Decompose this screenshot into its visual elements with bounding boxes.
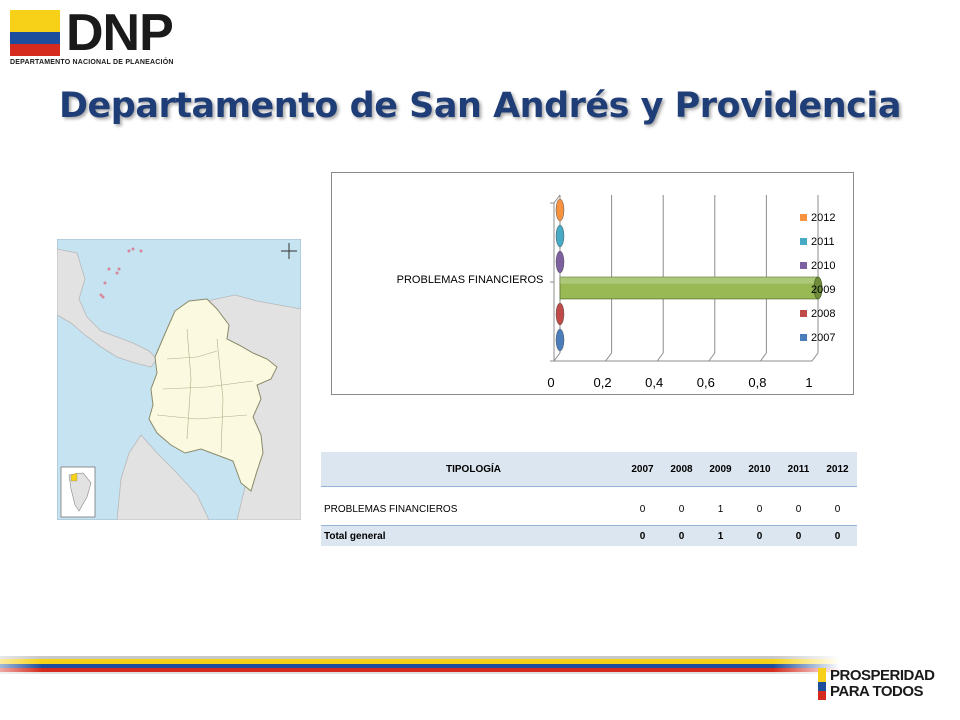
row-label: PROBLEMAS FINANCIEROS — [324, 503, 458, 515]
logo-subtitle: DEPARTAMENTO NACIONAL DE PLANEACIÓN — [10, 59, 174, 66]
table-cell: 0 — [678, 503, 685, 515]
footer-flag-stripes — [0, 656, 840, 676]
table-cell: 1 — [717, 503, 724, 515]
bar-zero-cap — [555, 224, 565, 248]
legend-swatch — [800, 334, 807, 341]
header-cell: TIPOLOGÍA — [321, 452, 623, 487]
legend-swatch — [800, 214, 807, 221]
axis-line — [553, 194, 561, 204]
floor-gridline — [759, 352, 767, 362]
total-row: Total general 0 0 1 0 0 0 — [321, 525, 857, 546]
floor-gridline — [605, 352, 613, 362]
legend-label: 2009 — [811, 284, 835, 296]
bar-highlight — [560, 277, 818, 284]
category-label: PROBLEMAS FINANCIEROS — [397, 274, 544, 286]
bar-cylinder-cap — [813, 276, 823, 300]
table-header-row: TIPOLOGÍA 2007 2008 2009 2010 2011 2012 — [321, 452, 857, 487]
bar-zero-cap — [555, 250, 565, 274]
footer-line-2: PARA TODOS — [830, 683, 924, 700]
floor-gridline — [553, 352, 561, 362]
dnp-logo: DNP DEPARTAMENTO NACIONAL DE PLANEACIÓN — [10, 4, 190, 68]
total-cell: 0 — [678, 530, 685, 542]
header-cell: 2011 — [779, 452, 818, 487]
flag-red-stripe — [818, 691, 826, 700]
total-label: Total general — [324, 530, 386, 542]
flag-red-stripe — [10, 44, 60, 56]
legend-swatch — [800, 310, 807, 317]
flag-blue-stripe — [818, 682, 826, 691]
total-cell: 0 — [834, 530, 841, 542]
legend-swatch — [800, 238, 807, 245]
legend-swatch — [800, 286, 807, 293]
logo-text: DNP — [66, 4, 174, 62]
table-spacer — [321, 487, 857, 500]
header-cell: 2007 — [623, 452, 662, 487]
legend-label: 2010 — [811, 260, 835, 272]
page-title: Departamento de San Andrés y Providencia — [59, 86, 901, 126]
bar-zero-cap — [555, 198, 565, 222]
header-cell: 2012 — [818, 452, 857, 487]
bar-zero-cap — [555, 302, 565, 326]
footer-line-1: PROSPERIDAD — [830, 667, 935, 684]
table-cell: 0 — [639, 503, 646, 515]
flag-yellow-stripe — [10, 10, 60, 32]
x-tick-label: 0,2 — [594, 375, 612, 390]
legend-label: 2012 — [811, 212, 835, 224]
total-cell: 0 — [795, 530, 802, 542]
header-cell: 2010 — [740, 452, 779, 487]
legend-label: 2007 — [811, 332, 835, 344]
header-cell: 2009 — [701, 452, 740, 487]
table-cell: 0 — [795, 503, 802, 515]
data-table: TIPOLOGÍA 2007 2008 2009 2010 2011 2012 … — [321, 452, 857, 546]
colombia-map-icon — [56, 238, 302, 521]
header-cell: 2008 — [662, 452, 701, 487]
table-row: PROBLEMAS FINANCIEROS 0 0 1 0 0 0 — [321, 499, 857, 519]
flag-blue-stripe — [10, 32, 60, 44]
x-tick-label: 0,6 — [697, 375, 715, 390]
legend-label: 2008 — [811, 308, 835, 320]
legend-swatch — [800, 262, 807, 269]
flag-yellow-stripe — [818, 668, 826, 682]
total-cell: 0 — [756, 530, 763, 542]
legend-label: 2011 — [811, 236, 835, 248]
prosperidad-logo: PROSPERIDAD PARA TODOS — [818, 668, 948, 702]
floor-gridline — [708, 352, 716, 362]
total-cell: 0 — [639, 530, 646, 542]
table-cell: 0 — [834, 503, 841, 515]
x-tick-label: 0,8 — [748, 375, 766, 390]
x-tick-label: 1 — [805, 375, 812, 390]
floor-gridline — [656, 352, 664, 362]
bar-zero-cap — [555, 328, 565, 352]
floor-gridline — [811, 352, 819, 362]
table-cell: 0 — [756, 503, 763, 515]
x-tick-label: 0,4 — [645, 375, 663, 390]
total-cell: 1 — [717, 530, 724, 542]
x-tick-label: 0 — [547, 375, 554, 390]
bar-chart: 0 0,2 0,4 0,6 0,8 1 PROBLEMAS FINANCIEROS 2012 2… — [331, 172, 854, 395]
